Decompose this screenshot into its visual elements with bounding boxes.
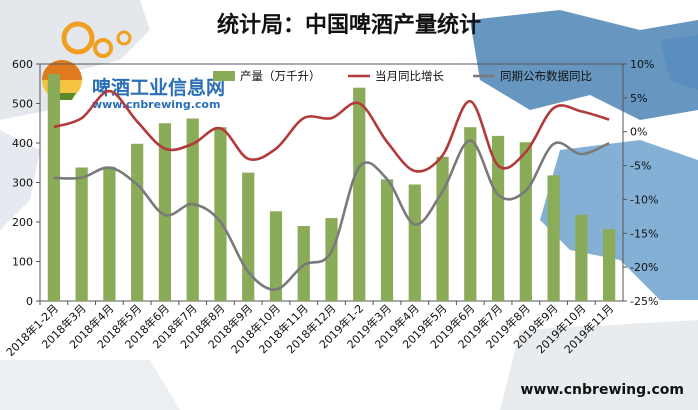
y-right-tick-label: -20%: [630, 261, 658, 274]
bar-13: [408, 184, 421, 301]
y-left-tick-label: 0: [26, 295, 33, 308]
chart-title: 统计局：中国啤酒产量统计: [217, 12, 481, 38]
bar-11: [353, 87, 366, 301]
bar-5: [186, 118, 199, 301]
y-right-tick-label: -5%: [630, 160, 651, 173]
y-right-tick-label: -25%: [630, 295, 658, 308]
watermark-en: www.cnbrewing.com: [92, 98, 220, 111]
bar-3: [131, 143, 144, 301]
y-left-tick-label: 400: [12, 137, 33, 150]
y-left-tick-label: 500: [12, 98, 33, 111]
bar-4: [158, 123, 172, 301]
y-right-tick-label: -10%: [630, 193, 658, 206]
watermark-cn: 啤酒工业信息网: [92, 76, 225, 99]
bar-9: [297, 225, 310, 301]
bar-10: [325, 218, 338, 301]
y-axis-left: 0 100 200 300 400 500 600: [12, 58, 40, 308]
bar-2: [103, 166, 116, 301]
bar-19: [575, 214, 588, 301]
bar-14: [436, 156, 449, 301]
y-right-tick-label: 5%: [630, 92, 647, 105]
bar-7: [242, 172, 255, 301]
y-left-tick-label: 300: [12, 177, 33, 190]
y-left-tick-label: 100: [12, 256, 33, 269]
legend-label: 当月同比增长: [375, 69, 444, 83]
bar-12: [380, 179, 394, 301]
legend: 产量（万千升） 当月同比增长 同期公布数据同比: [213, 69, 592, 83]
footer-url: www.cnbrewing.com: [521, 382, 684, 398]
line-published-yoy: [53, 139, 610, 291]
bar-6: [214, 127, 227, 301]
bar-17: [519, 142, 532, 301]
y-left-tick-label: 200: [12, 216, 33, 229]
y-right-tick-label: -15%: [630, 227, 658, 240]
y-axis-right: -25% -20% -15% -10% -5% 0% 5% 10%: [623, 58, 658, 308]
bar-0: [47, 73, 60, 301]
y-right-tick-label: 10%: [630, 58, 654, 71]
bar-16: [491, 135, 505, 301]
bar-20: [603, 229, 616, 301]
bar-1: [75, 167, 88, 301]
legend-label: 产量（万千升）: [240, 69, 321, 83]
bar-15: [464, 127, 477, 301]
y-left-tick-label: 600: [12, 58, 33, 71]
line-series: [53, 89, 610, 291]
bar-8: [269, 211, 283, 301]
legend-swatch-production: [213, 71, 235, 81]
bar-series: [47, 73, 616, 301]
bar-18: [547, 175, 560, 301]
y-right-tick-label: 0%: [630, 126, 647, 139]
legend-label: 同期公布数据同比: [500, 69, 592, 83]
